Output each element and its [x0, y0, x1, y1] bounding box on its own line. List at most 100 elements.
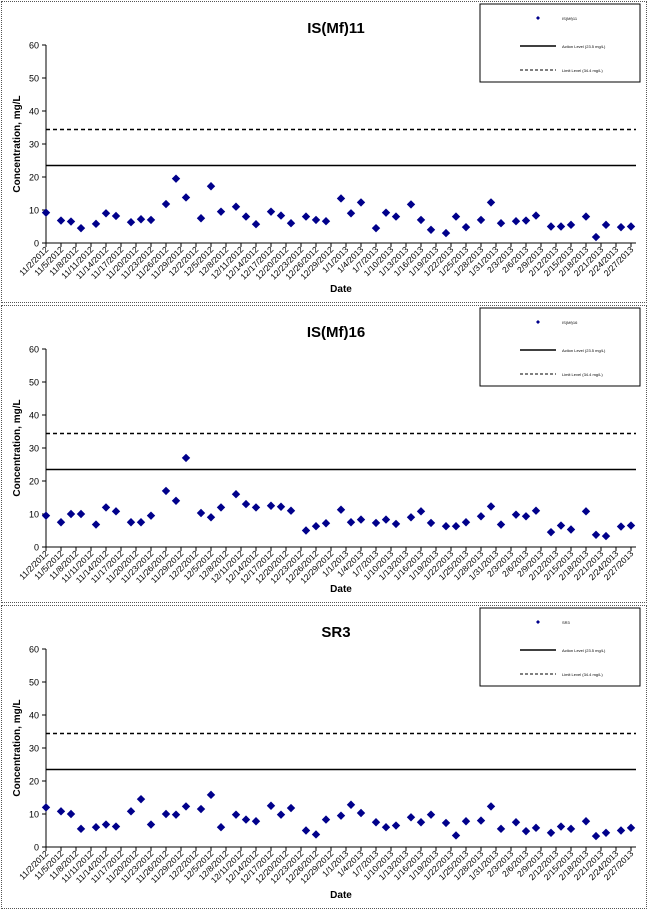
data-point	[581, 817, 591, 826]
data-point	[241, 499, 251, 509]
data-point	[406, 813, 416, 822]
data-point	[196, 214, 206, 223]
data-point	[346, 518, 356, 527]
data-point	[476, 816, 486, 825]
data-point	[311, 522, 321, 531]
data-point	[91, 219, 101, 229]
data-point	[206, 513, 216, 522]
data-point	[216, 503, 226, 512]
y-tick-label: 60	[29, 41, 39, 51]
y-tick-label: 30	[29, 744, 39, 754]
data-point	[111, 211, 121, 221]
data-point	[286, 219, 296, 228]
data-point	[476, 512, 486, 521]
data-point	[196, 508, 206, 518]
data-point	[161, 486, 171, 496]
data-point	[136, 215, 146, 224]
data-point	[406, 513, 416, 522]
legend-entry-label: Limit Level (34.4 mg/L)	[562, 672, 603, 677]
data-point	[566, 525, 576, 534]
panel-border	[1, 1, 647, 303]
data-point	[301, 526, 311, 535]
legend-entry-label: Limit Level (34.4 mg/L)	[562, 68, 603, 73]
chart-panel: IS(Mf)16 Concentration, mg/L 0 10 20 30 40 50 60…	[0, 304, 648, 604]
data-point	[276, 810, 286, 819]
data-point	[171, 496, 181, 505]
data-point	[206, 790, 216, 800]
y-tick-label: 0	[34, 239, 39, 249]
legend-marker	[536, 16, 540, 20]
data-point	[286, 803, 296, 813]
data-point	[601, 531, 611, 541]
data-point	[531, 211, 541, 220]
data-point	[111, 822, 121, 831]
data-point	[181, 802, 191, 811]
data-point	[311, 215, 321, 225]
data-point	[416, 215, 426, 225]
data-point	[111, 507, 121, 516]
legend: IS(Mf)16 Action Level (23.5 mg/L) Limit Le…	[479, 307, 641, 387]
data-point	[356, 808, 366, 818]
data-point	[626, 222, 636, 231]
data-point	[591, 831, 601, 841]
data-point	[251, 503, 261, 512]
data-point	[556, 822, 566, 831]
data-point	[616, 826, 626, 835]
data-point	[381, 823, 391, 832]
data-point	[581, 507, 591, 516]
data-point	[126, 518, 136, 527]
y-tick-label: 60	[29, 645, 39, 655]
data-point	[426, 810, 436, 819]
data-point	[426, 225, 436, 234]
legend-entry-label: IS(Mf)11	[562, 16, 578, 21]
data-point	[451, 831, 461, 840]
data-point	[556, 222, 566, 231]
y-tick-label: 10	[29, 510, 39, 520]
y-tick-label: 50	[29, 74, 39, 84]
legend-entry-label: Action Level (23.5 mg/L)	[562, 648, 606, 653]
data-point	[591, 530, 601, 539]
data-point	[66, 809, 76, 819]
legend: SR3 Action Level (23.5 mg/L) Limit Level (…	[479, 607, 641, 687]
data-point	[41, 803, 51, 812]
data-point	[426, 518, 436, 528]
data-point	[581, 212, 591, 221]
data-point	[41, 208, 51, 217]
legend-marker	[536, 320, 540, 324]
data-point	[391, 212, 401, 221]
data-point	[546, 527, 556, 537]
data-point	[251, 817, 261, 826]
data-point	[101, 209, 111, 218]
data-point	[371, 518, 381, 528]
data-point	[416, 507, 426, 516]
data-point	[531, 506, 541, 515]
data-point	[336, 811, 346, 820]
data-point	[476, 215, 486, 225]
data-point	[266, 801, 276, 810]
data-point	[546, 222, 556, 231]
legend: IS(Mf)11 Action Level (23.5 mg/L) Limit Le…	[479, 3, 641, 83]
data-point	[126, 807, 136, 816]
data-point	[311, 830, 321, 839]
y-axis-label: Concentration, mg/L	[12, 699, 23, 796]
data-point	[276, 502, 286, 511]
data-point	[486, 802, 496, 811]
data-point	[601, 828, 611, 838]
data-point	[171, 810, 181, 819]
data-point	[391, 821, 401, 830]
data-point	[41, 511, 51, 520]
data-point	[346, 209, 356, 218]
data-point	[161, 199, 171, 209]
chart-svg: IS(Mf)11 Concentration, mg/L 0 10 20 30 40 50 60…	[12, 3, 641, 295]
data-point	[91, 520, 101, 529]
data-point	[181, 193, 191, 202]
x-axis-label: Date	[330, 890, 352, 901]
chart-title: SR3	[321, 624, 350, 641]
data-point	[321, 519, 331, 528]
data-point	[566, 220, 576, 230]
legend-entry-label: SR3	[562, 620, 571, 625]
y-tick-label: 20	[29, 477, 39, 487]
y-axis-label: Concentration, mg/L	[12, 399, 23, 496]
y-tick-label: 0	[34, 843, 39, 853]
